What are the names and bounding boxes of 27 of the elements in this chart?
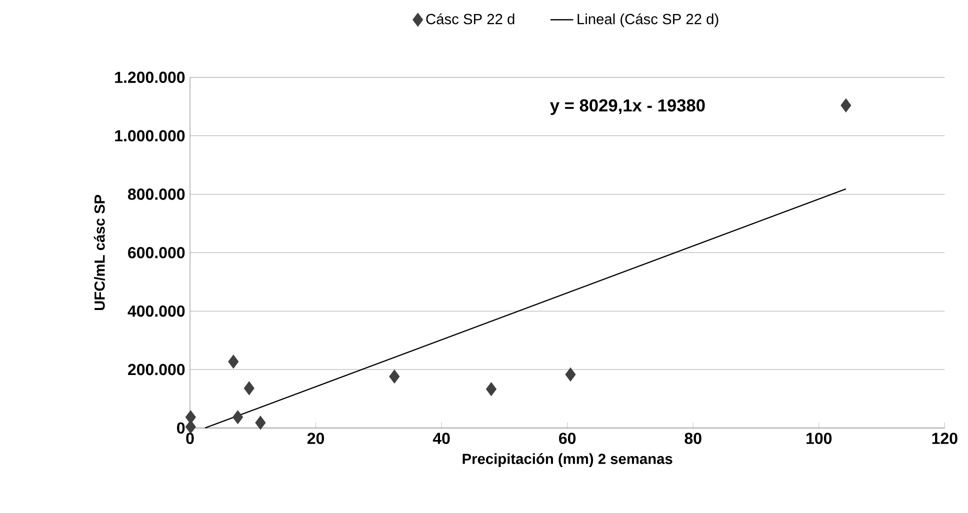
annotation: y = 8029,1x - 19380 bbox=[550, 99, 705, 115]
y-tick-label: 1.200.000 bbox=[115, 72, 185, 83]
x-tick-label: 40 bbox=[432, 432, 450, 444]
point bbox=[840, 98, 852, 112]
point bbox=[255, 416, 266, 430]
point bbox=[486, 382, 497, 396]
x-axis-title: Precipitación (mm) 2 semanas bbox=[462, 453, 672, 467]
point bbox=[389, 370, 400, 384]
x-tick-label: 0 bbox=[186, 432, 194, 444]
point bbox=[565, 368, 576, 382]
legend-label: Cásc SP 22 d bbox=[426, 13, 514, 24]
x-tick-label: 20 bbox=[307, 432, 324, 444]
x-tick-label: 80 bbox=[684, 432, 702, 444]
y-axis-title: UFC/mL cásc SP bbox=[94, 194, 105, 310]
y-tick-label: 800.000 bbox=[128, 188, 185, 200]
x-tick-label: 60 bbox=[559, 432, 576, 444]
y-tick-label: 1.000.000 bbox=[115, 130, 185, 142]
x-tick-label: 120 bbox=[932, 432, 958, 444]
point bbox=[228, 354, 239, 369]
y-tick-label: 600.000 bbox=[128, 246, 185, 258]
y-tick-label: 400.000 bbox=[128, 305, 185, 317]
y-tick-label: 0 bbox=[177, 422, 185, 434]
legend-label: Lineal (Cásc SP 22 d) bbox=[578, 13, 718, 28]
x-tick-label: 100 bbox=[806, 432, 832, 444]
point bbox=[244, 381, 254, 396]
point bbox=[232, 410, 244, 424]
y-tick-label: 200.000 bbox=[128, 364, 185, 376]
